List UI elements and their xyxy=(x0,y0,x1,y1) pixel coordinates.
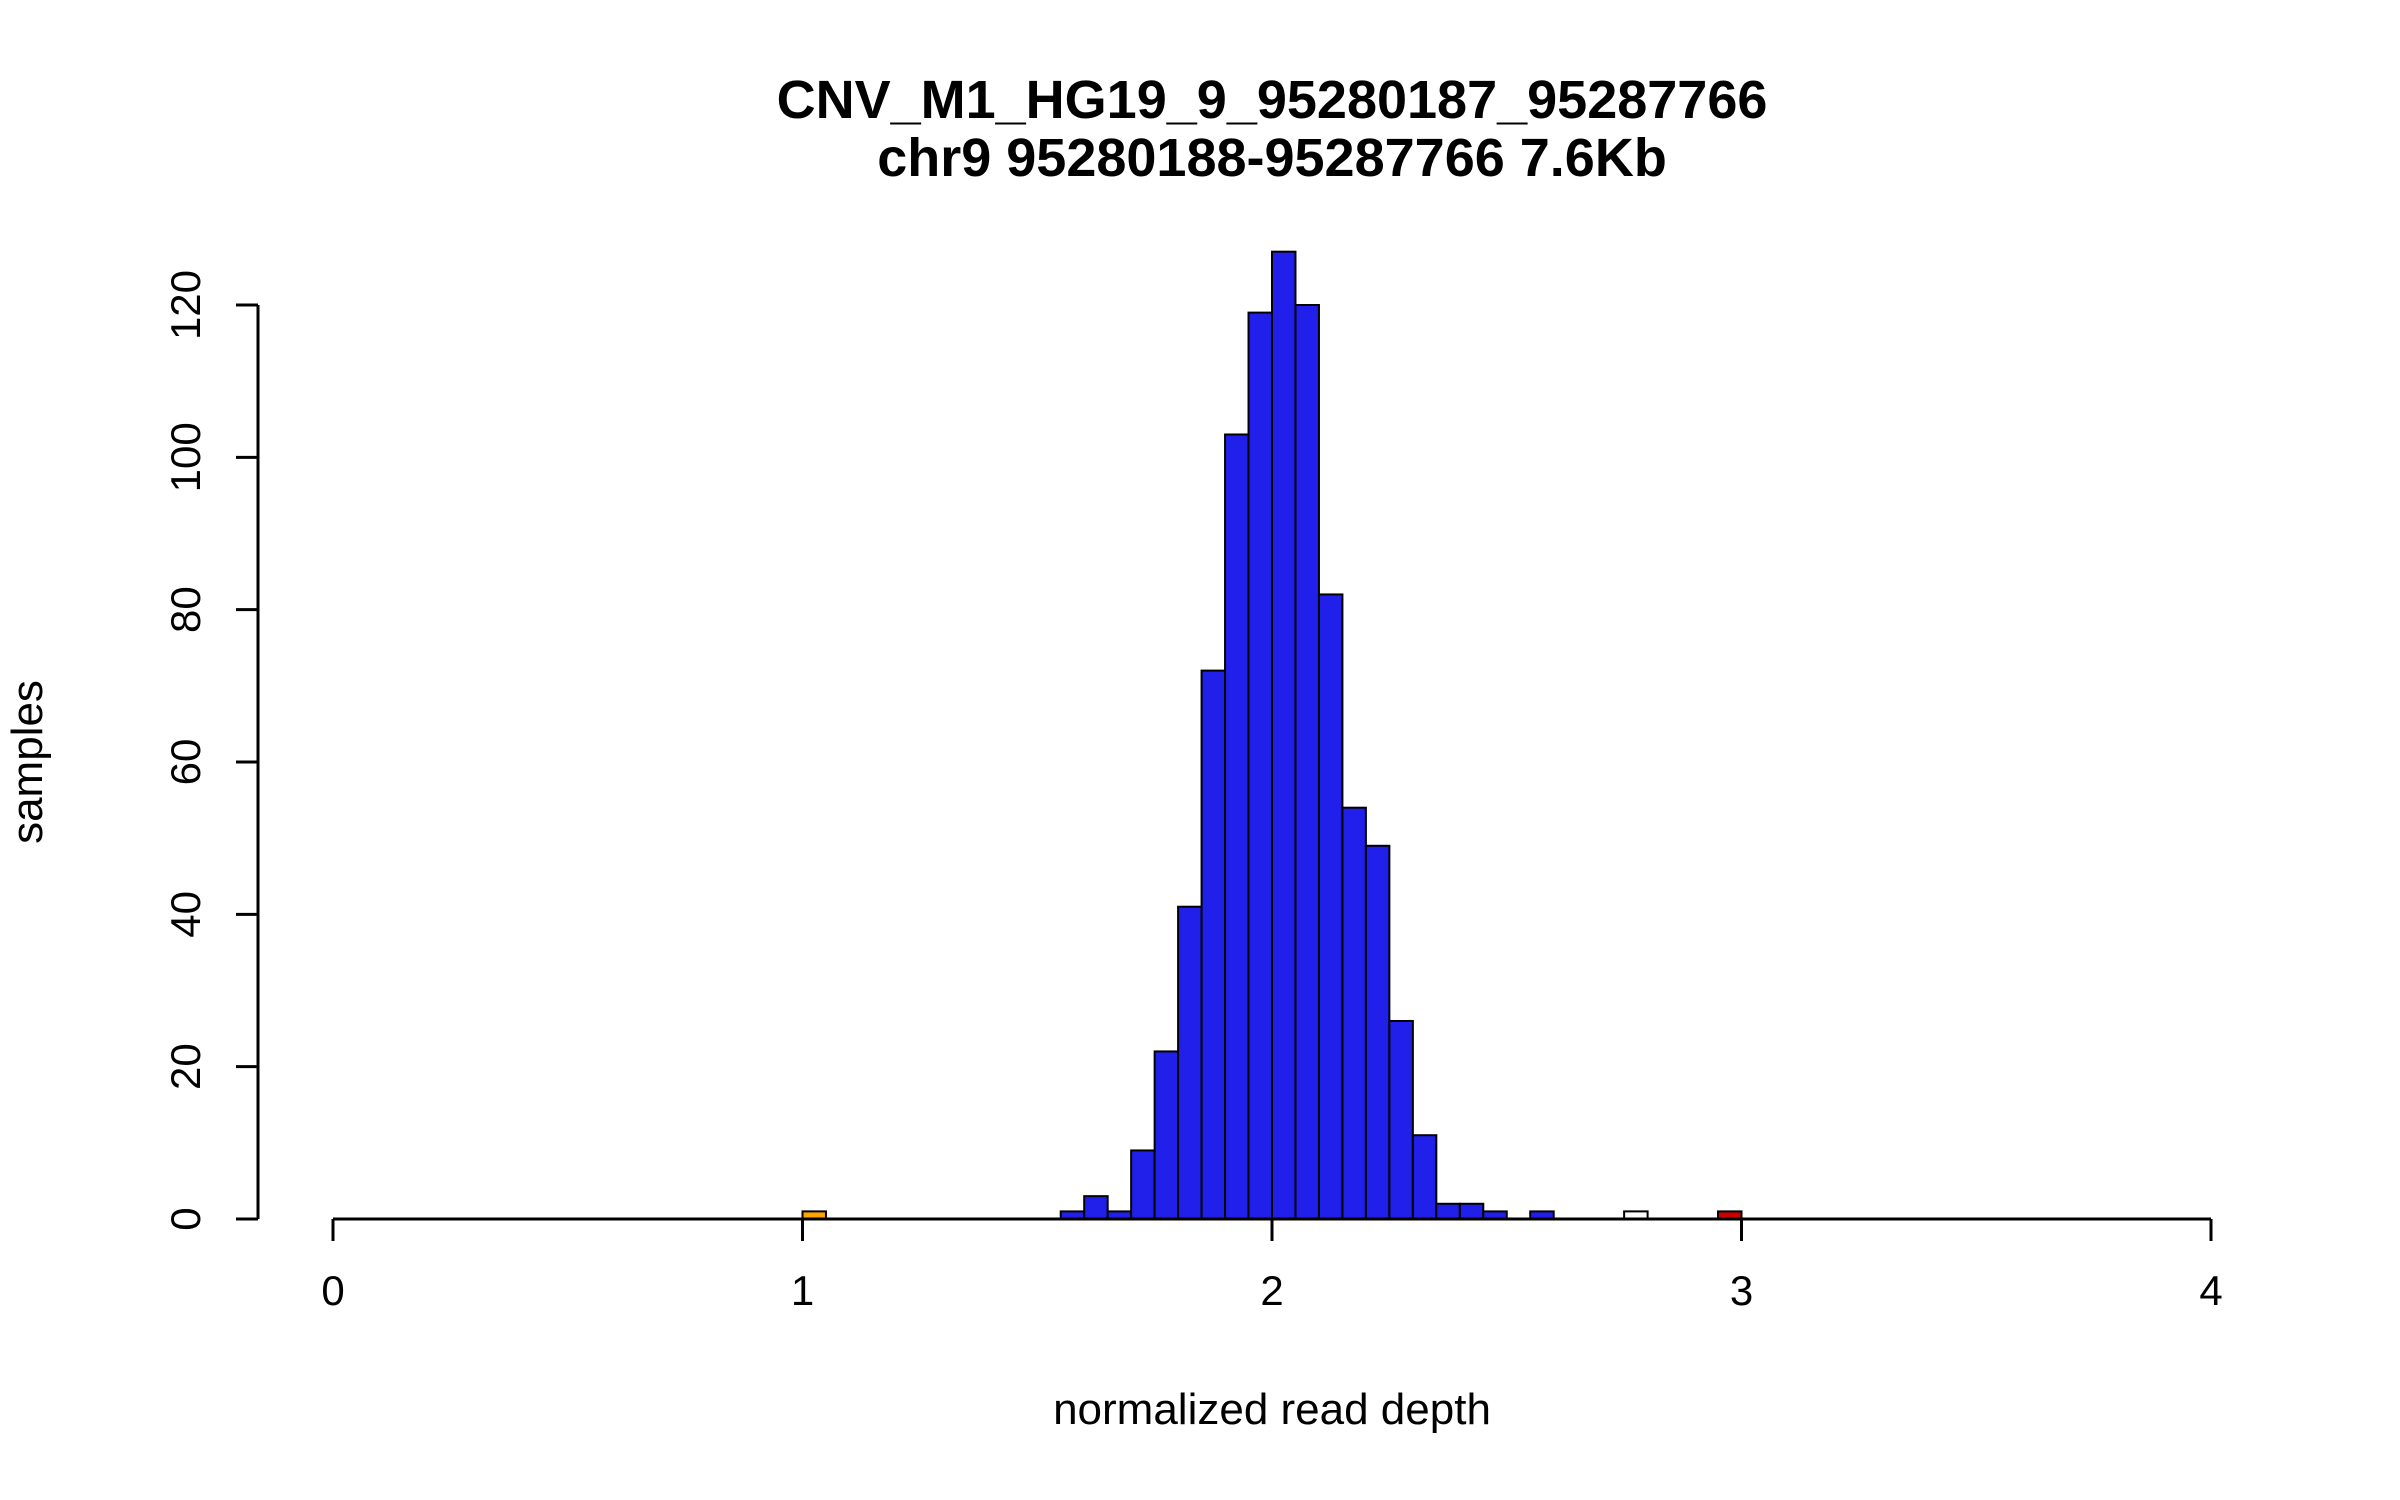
y-axis-label: samples xyxy=(3,680,52,844)
x-tick-label: 0 xyxy=(321,1267,344,1314)
y-tick-label: 0 xyxy=(162,1207,209,1230)
histogram-bar xyxy=(1435,1202,1461,1221)
y-tick-label: 80 xyxy=(162,586,209,633)
y-tick-label: 120 xyxy=(162,270,209,340)
histogram-bar xyxy=(1271,250,1297,1220)
histogram-bar xyxy=(1153,1050,1180,1221)
x-tick-label: 4 xyxy=(2199,1267,2222,1314)
y-tick-label: 20 xyxy=(162,1043,209,1090)
histogram-bar xyxy=(1247,311,1274,1221)
y-tick-label: 40 xyxy=(162,891,209,938)
y-tick-label: 100 xyxy=(162,422,209,492)
histogram-bar xyxy=(1317,593,1344,1220)
histogram-bar xyxy=(1388,1019,1414,1221)
histogram-bar xyxy=(1411,1134,1438,1221)
histogram-bar xyxy=(1130,1149,1156,1220)
x-tick-label: 2 xyxy=(1260,1267,1283,1314)
x-tick-label: 3 xyxy=(1730,1267,1753,1314)
histogram-bar xyxy=(1177,905,1203,1220)
y-tick-label: 60 xyxy=(162,739,209,786)
x-tick-label: 1 xyxy=(791,1267,814,1314)
histogram-bar xyxy=(1458,1202,1485,1221)
histogram-bar xyxy=(1083,1195,1109,1221)
chart-subtitle: chr9 95280188-95287766 7.6Kb xyxy=(877,128,1667,188)
histogram-bar xyxy=(1294,304,1320,1220)
histogram-bar xyxy=(1364,844,1391,1220)
x-axis-label: normalized read depth xyxy=(1053,1385,1491,1434)
histogram-bar xyxy=(1224,433,1250,1220)
histogram-bar xyxy=(1200,669,1227,1220)
bars-group xyxy=(801,250,1743,1221)
chart-title: CNV_M1_HG19_9_95280187_95287766 xyxy=(777,70,1768,130)
histogram-bar xyxy=(1341,806,1367,1220)
